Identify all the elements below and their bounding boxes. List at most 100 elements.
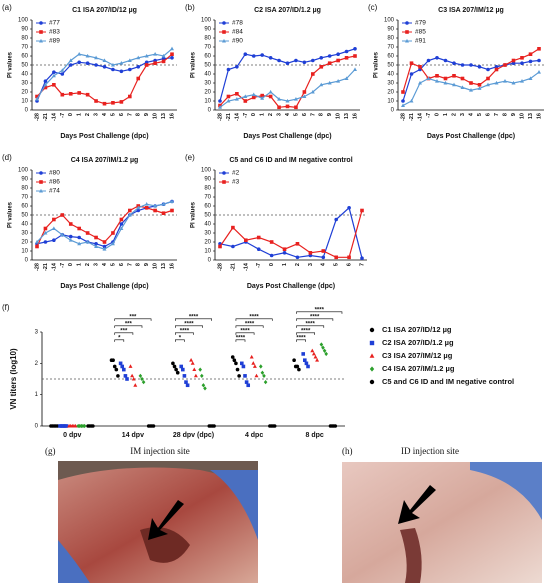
point <box>116 374 120 378</box>
legend-label: #83 <box>49 29 60 36</box>
point <box>43 85 48 90</box>
point <box>319 65 324 69</box>
y-tick-label: 80 <box>204 186 211 192</box>
point <box>102 65 107 69</box>
x-tick-label: 4 <box>468 112 474 116</box>
y-tick-label: 30 <box>21 81 28 87</box>
legend-label: #74 <box>49 188 60 195</box>
point <box>285 61 290 65</box>
x-tick-label: 0 <box>68 263 74 266</box>
x-tick-label: -14 <box>51 112 57 121</box>
x-tick-label: -7 <box>243 113 249 118</box>
y-tick-label: 60 <box>204 204 211 210</box>
point <box>240 361 244 366</box>
significance-bracket <box>235 325 264 328</box>
point <box>321 249 326 253</box>
point <box>327 61 332 65</box>
point <box>43 226 48 231</box>
x-tick-label: 4 <box>285 112 291 116</box>
y-axis-label: PI values <box>8 201 14 228</box>
point <box>319 56 324 60</box>
y-tick-label: 60 <box>21 204 28 210</box>
y-tick-label: 30 <box>204 81 211 87</box>
point <box>111 358 115 363</box>
point <box>269 240 274 244</box>
point <box>131 376 136 381</box>
point <box>111 67 115 72</box>
point <box>110 241 115 246</box>
point <box>141 379 146 385</box>
point <box>319 342 324 347</box>
point <box>222 171 226 175</box>
x-tick-label: 7 <box>127 263 133 266</box>
point <box>405 38 409 43</box>
arrow <box>148 500 184 540</box>
point <box>153 61 157 65</box>
point <box>528 59 533 64</box>
x-tick-label: 13 <box>528 113 534 119</box>
point <box>140 376 144 382</box>
point <box>520 56 524 60</box>
panel-label: (f) <box>2 303 10 312</box>
x-tick-label: -28 <box>34 263 40 271</box>
significance-label: **** <box>305 321 315 327</box>
point <box>353 54 357 58</box>
point <box>85 231 90 235</box>
y-tick-label: 50 <box>21 213 28 219</box>
legend-label: #79 <box>415 20 426 27</box>
point <box>175 370 180 375</box>
point <box>110 62 115 67</box>
point <box>179 364 184 369</box>
panel-label: (c) <box>368 3 378 12</box>
point <box>119 61 124 65</box>
point <box>203 386 207 391</box>
point <box>170 208 174 213</box>
x-tick-label: -28 <box>217 263 223 271</box>
point <box>344 49 349 54</box>
point <box>311 72 315 76</box>
point <box>190 361 195 365</box>
significance-bracket <box>296 318 334 321</box>
significance-bracket <box>114 325 143 328</box>
y-tick-label: 60 <box>204 54 211 60</box>
point <box>268 89 273 94</box>
x-tick-label: -7 <box>256 263 262 268</box>
point <box>306 364 310 369</box>
y-axis-label: PI values <box>191 51 197 78</box>
point <box>130 373 135 378</box>
photo-label: (h) <box>342 446 353 456</box>
point <box>198 367 202 372</box>
y-tick-label: 10 <box>21 249 28 255</box>
photo-caption: IM injection site <box>130 446 190 456</box>
point <box>537 47 541 51</box>
y-tick-label: 90 <box>204 177 211 183</box>
x-tick-label: -7 <box>60 113 66 118</box>
point <box>251 95 256 100</box>
point <box>161 202 166 206</box>
y-tick-label: 90 <box>387 27 394 33</box>
x-tick-label: 9 <box>144 263 150 266</box>
point <box>118 361 123 366</box>
point <box>60 232 65 237</box>
point <box>222 180 226 184</box>
series-line <box>219 210 363 258</box>
point <box>35 94 39 99</box>
point <box>77 52 82 56</box>
point <box>68 234 73 239</box>
point <box>321 255 326 260</box>
legend-label: #86 <box>49 179 60 186</box>
legend-label: #90 <box>232 38 243 45</box>
x-tick-label: 3 <box>94 263 100 266</box>
point <box>460 85 465 89</box>
point <box>469 81 473 85</box>
significance-bracket <box>175 339 185 342</box>
point <box>272 424 277 428</box>
point <box>302 60 307 65</box>
x-tick-label: 13 <box>161 113 167 119</box>
point <box>94 244 99 248</box>
point <box>222 30 226 34</box>
point <box>494 67 499 72</box>
point <box>511 61 516 65</box>
point <box>353 67 357 71</box>
x-tick-label: 1 <box>443 113 449 116</box>
